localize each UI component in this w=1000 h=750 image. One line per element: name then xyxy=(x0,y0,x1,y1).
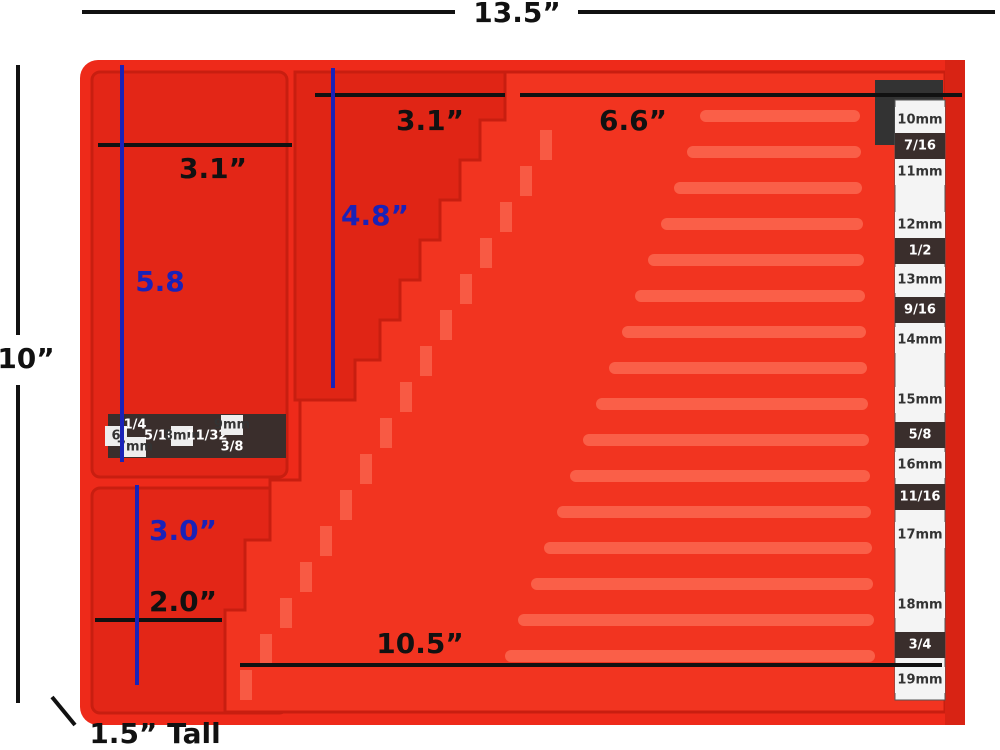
slot-step xyxy=(400,382,412,412)
size-label: 9mm xyxy=(214,418,250,433)
size-cell xyxy=(895,484,945,510)
size-label: 3/4 xyxy=(909,638,932,653)
size-cell xyxy=(895,297,945,323)
size-cell xyxy=(895,267,945,293)
size-cell xyxy=(171,426,193,446)
size-cell xyxy=(895,667,945,693)
dimension-label: 10.5” xyxy=(376,627,464,660)
size-cell xyxy=(895,327,945,353)
size-label: 12mm xyxy=(897,218,942,233)
slot-step xyxy=(480,238,492,268)
slot xyxy=(518,614,874,626)
dimension-label: 2.0” xyxy=(149,585,217,618)
tray xyxy=(80,60,965,725)
size-label: 6 xyxy=(111,429,120,444)
size-label: 17mm xyxy=(897,528,942,543)
dimension-label: 1.5” Tall xyxy=(89,717,220,750)
size-cell xyxy=(895,632,945,658)
size-label: 7/16 xyxy=(904,139,936,154)
size-label: 11mm xyxy=(897,165,942,180)
dimension-label: 3.1” xyxy=(396,104,464,137)
slot xyxy=(635,290,865,302)
size-label: 1/4 xyxy=(124,418,147,433)
slot-step xyxy=(340,490,352,520)
dimension-lines-blue xyxy=(120,65,335,685)
slot xyxy=(596,398,868,410)
slot xyxy=(674,182,862,194)
dimension-label: 4.8” xyxy=(341,199,409,232)
size-label: 15mm xyxy=(897,393,942,408)
slot-step xyxy=(300,562,312,592)
dimension-label: 5.8 xyxy=(135,265,185,298)
size-label: 14mm xyxy=(897,333,942,348)
dimension-lines xyxy=(16,10,995,727)
size-label: 16mm xyxy=(897,458,942,473)
slot xyxy=(648,254,864,266)
size-label: 7mm xyxy=(117,440,153,455)
size-cell xyxy=(895,592,945,618)
dimension-label: 13.5” xyxy=(473,0,561,29)
size-cell xyxy=(895,107,945,133)
slot xyxy=(544,542,872,554)
slot xyxy=(570,470,870,482)
size-cell xyxy=(895,387,945,413)
slot-step xyxy=(240,670,252,700)
size-label: 3/8 xyxy=(221,440,244,455)
size-strip-right: 10mm 7/16 11mm 12mm 1/2 13mm 9/16 14mm 15mm 5/8 16… xyxy=(894,99,946,701)
size-label: 13mm xyxy=(897,273,942,288)
slot xyxy=(622,326,866,338)
size-label: 11/32 xyxy=(187,429,228,444)
size-label: 18mm xyxy=(897,598,942,613)
dimension-label: 3.1” xyxy=(179,152,247,185)
slot-step xyxy=(320,526,332,556)
slot-step xyxy=(540,130,552,160)
size-label: 9/16 xyxy=(904,303,936,318)
size-cell xyxy=(895,422,945,448)
slot xyxy=(687,146,861,158)
size-cell xyxy=(895,522,945,548)
slot-step xyxy=(380,418,392,448)
slot-step xyxy=(260,634,272,664)
slot-step xyxy=(440,310,452,340)
size-cell xyxy=(124,437,146,457)
size-cell xyxy=(895,452,945,478)
slot-step xyxy=(520,166,532,196)
slot xyxy=(609,362,867,374)
slot xyxy=(661,218,863,230)
size-label: 8mm xyxy=(164,429,200,444)
size-label: 1/2 xyxy=(909,244,932,259)
slot-step xyxy=(360,454,372,484)
wrench-slots xyxy=(240,110,875,700)
size-label: 19mm xyxy=(897,673,942,688)
slot xyxy=(700,110,860,122)
dimension-label: 6.6” xyxy=(599,104,667,137)
slot-step xyxy=(280,598,292,628)
size-label: 11/16 xyxy=(900,490,941,505)
slot xyxy=(505,650,875,662)
size-label: 5/16 xyxy=(144,429,176,444)
size-cell xyxy=(221,415,243,435)
slot xyxy=(557,506,871,518)
slot xyxy=(531,578,873,590)
size-cell xyxy=(895,133,945,159)
dimension-label: 10” xyxy=(0,342,55,375)
slot-step xyxy=(500,202,512,232)
slot-step xyxy=(420,346,432,376)
slot-step xyxy=(460,274,472,304)
size-cell xyxy=(895,238,945,264)
size-label: 5/8 xyxy=(909,428,932,443)
size-cell xyxy=(895,212,945,238)
size-label: 10mm xyxy=(897,113,942,128)
size-cell xyxy=(895,159,945,185)
slot xyxy=(583,434,869,446)
dimension-label: 3.0” xyxy=(149,514,217,547)
